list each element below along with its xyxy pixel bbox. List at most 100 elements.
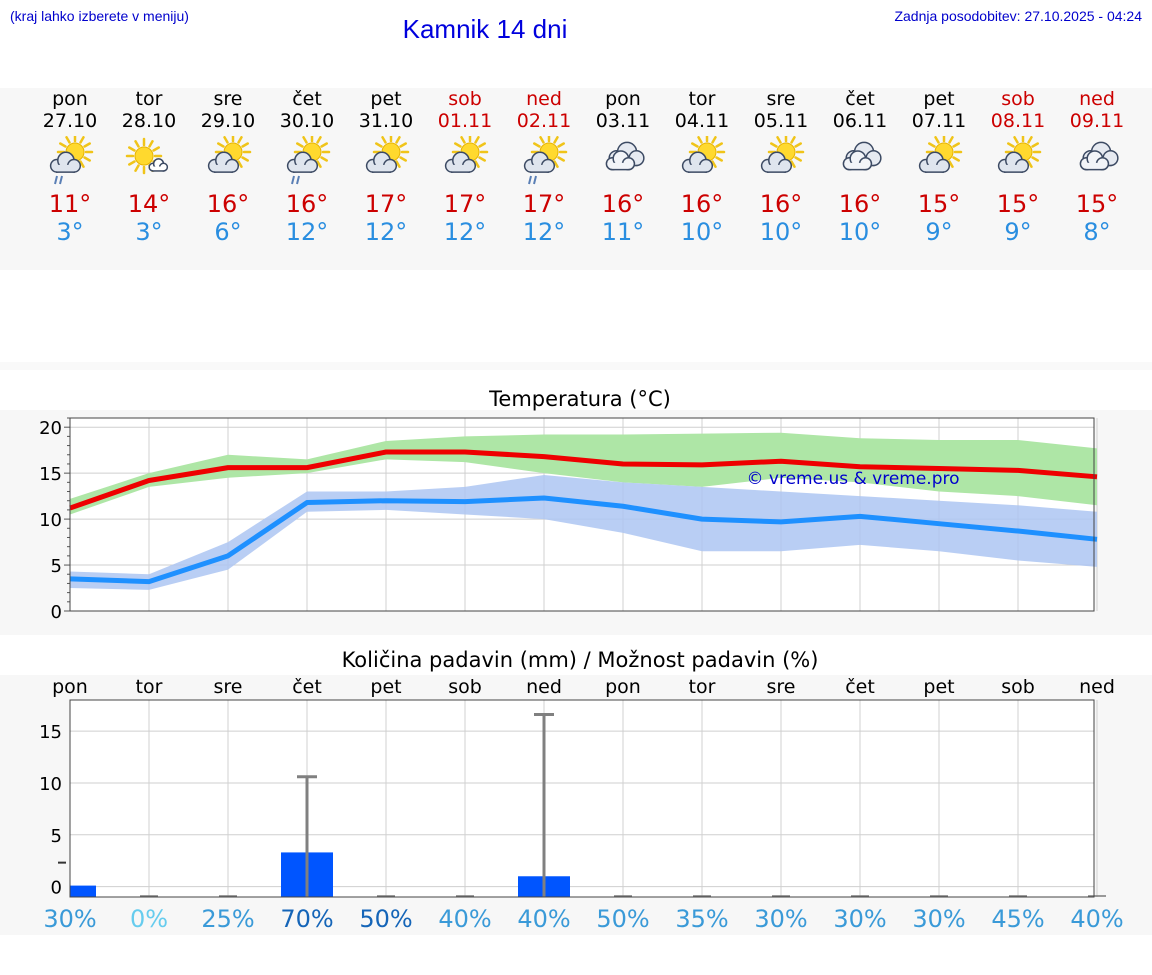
y-tick-label: 15 [39, 722, 62, 743]
day-date: 03.11 [595, 110, 651, 132]
plot-frame [69, 699, 1095, 898]
x-category-label: sob [448, 676, 482, 698]
partly-sunny-icon [997, 136, 1042, 173]
max-temp-range-band [70, 432, 1097, 515]
x-category-label: čet [292, 676, 322, 698]
day-name: sre [213, 88, 243, 110]
temp-min: 12° [522, 218, 566, 246]
y-tick-label: 0 [51, 878, 62, 899]
temperature-chart: 0 5 10 15 20 © vreme.us & vreme.pro [39, 417, 1098, 623]
x-category-label: pon [605, 676, 641, 698]
precip-probability: 35% [675, 905, 728, 933]
temp-max: 17° [443, 190, 487, 218]
day-name: čet [292, 88, 322, 110]
day-column: sre 29.10 16° 6° [188, 88, 268, 246]
temp-max: 16° [838, 190, 882, 218]
day-column: pet 07.11 15° 9° [899, 88, 979, 246]
precip-probability: 30% [912, 905, 965, 933]
temp-max: 15° [1075, 190, 1119, 218]
day-name: pon [605, 88, 641, 110]
precip-probability: 70% [280, 905, 333, 933]
day-date: 02.11 [516, 110, 572, 132]
precip-probability: 30% [43, 905, 96, 933]
day-date: 05.11 [753, 110, 809, 132]
partly-sunny-icon [207, 136, 252, 173]
x-category-label: ned [526, 676, 562, 698]
day-date: 08.11 [990, 110, 1046, 132]
temp-max: 16° [206, 190, 250, 218]
day-column: ned 02.11 17° 12° [504, 88, 584, 246]
x-category-label: pet [370, 676, 401, 698]
precip-probability: 25% [201, 905, 254, 933]
sun-small-cloud-icon [125, 137, 169, 175]
temp-max: 16° [601, 190, 645, 218]
y-tick-label: 5 [51, 826, 62, 847]
page-title: Kamnik 14 dni [402, 14, 568, 44]
day-date: 30.10 [279, 110, 335, 132]
day-column: pon 03.11 16° 11° [583, 88, 663, 246]
y-tick-label: 0 [51, 602, 62, 623]
day-column: čet 30.10 16° 12° [267, 88, 347, 246]
day-column: pon 27.10 11° 3° [30, 88, 110, 246]
location-hint[interactable]: (kraj lahko izberete v meniju) [10, 8, 189, 24]
precip-probability: 40% [438, 905, 491, 933]
partly-sunny-drizzle-icon [523, 136, 568, 185]
temp-max: 11° [48, 190, 92, 218]
precip-probability: 45% [991, 905, 1044, 933]
temp-min: 8° [1083, 218, 1111, 246]
precip-probability: 40% [517, 905, 570, 933]
day-name: tor [135, 88, 163, 110]
temp-min: 12° [285, 218, 329, 246]
day-date: 06.11 [832, 110, 888, 132]
temp-min: 3° [135, 218, 163, 246]
x-category-label: čet [845, 676, 875, 698]
temp-min: 10° [759, 218, 803, 246]
temp-max: 15° [917, 190, 961, 218]
cloudy-icon [605, 141, 645, 171]
day-name: pet [923, 88, 955, 110]
cloudy-icon [1079, 141, 1119, 171]
precip-probability: 50% [359, 905, 412, 933]
temp-min: 9° [1004, 218, 1032, 246]
temp-min: 10° [838, 218, 882, 246]
temp-min: 3° [56, 218, 84, 246]
day-column: sob 08.11 15° 9° [978, 88, 1058, 246]
max-temp-line [69, 449, 1098, 511]
spacer-band [0, 362, 1152, 370]
temp-max: 14° [127, 190, 171, 218]
last-updated: Zadnja posodobitev: 27.10.2025 - 04:24 [894, 8, 1142, 24]
partly-sunny-drizzle-icon [49, 136, 94, 185]
day-date: 27.10 [42, 110, 98, 132]
temp-max: 15° [996, 190, 1040, 218]
day-column: sre 05.11 16° 10° [741, 88, 821, 246]
day-column: sob 01.11 17° 12° [425, 88, 505, 246]
temp-max: 17° [522, 190, 566, 218]
day-date: 01.11 [437, 110, 493, 132]
day-name: pet [370, 88, 402, 110]
temp-min: 12° [364, 218, 408, 246]
y-tick-label: 15 [39, 464, 62, 485]
temp-max: 17° [364, 190, 408, 218]
precip-probability: 40% [1070, 905, 1123, 933]
precip-probability: 0% [130, 905, 168, 933]
day-column: pet 31.10 17° 12° [346, 88, 426, 246]
day-date: 07.11 [911, 110, 967, 132]
min-temp-line [69, 495, 1098, 585]
temp-min: 12° [443, 218, 487, 246]
plot-area [70, 700, 1094, 897]
y-tick-label: 10 [39, 774, 62, 795]
x-category-label: sre [767, 676, 796, 698]
day-date: 31.10 [358, 110, 414, 132]
x-category-label: sob [1001, 676, 1035, 698]
day-date: 09.11 [1069, 110, 1125, 132]
partly-sunny-icon [365, 136, 410, 173]
y-tick-label: 5 [51, 556, 62, 577]
temp-max: 16° [759, 190, 803, 218]
partly-sunny-icon [681, 136, 726, 173]
day-column: čet 06.11 16° 10° [820, 88, 900, 246]
day-name: ned [1079, 88, 1115, 110]
day-column: tor 28.10 14° 3° [109, 88, 189, 246]
day-date: 29.10 [200, 110, 256, 132]
temp-min: 10° [680, 218, 724, 246]
partly-sunny-drizzle-icon [286, 136, 331, 185]
